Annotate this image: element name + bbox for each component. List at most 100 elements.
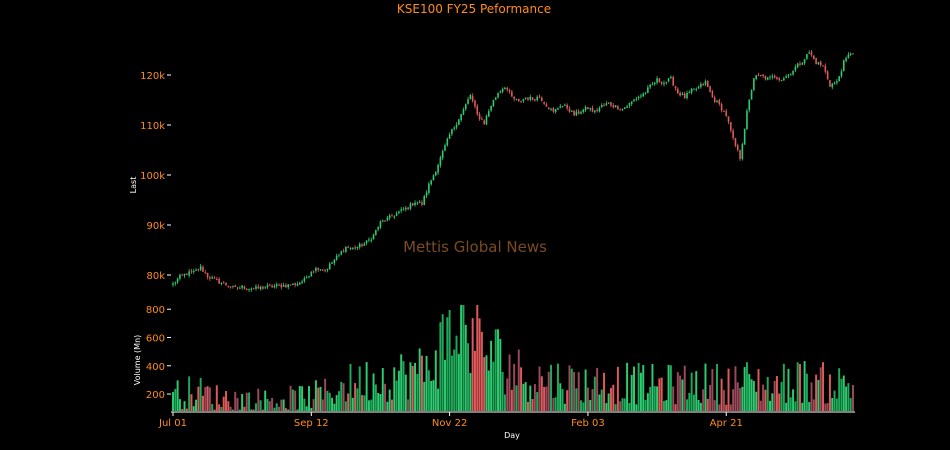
volume-bar xyxy=(720,378,723,411)
volume-bar xyxy=(333,403,336,411)
volume-bar xyxy=(543,386,546,411)
volume-bar xyxy=(642,365,645,411)
volume-bar xyxy=(540,376,543,411)
volume-bar xyxy=(324,378,327,411)
candle-body xyxy=(557,108,559,110)
candle-body xyxy=(746,110,748,130)
volume-bar xyxy=(453,349,456,411)
candle-body xyxy=(494,97,497,100)
volume-bar xyxy=(759,400,762,411)
volume-bar xyxy=(326,390,329,411)
candle-body xyxy=(582,109,585,112)
volume-bar xyxy=(418,348,421,411)
candle-body xyxy=(296,284,299,286)
volume-bar xyxy=(510,389,513,411)
candle-body xyxy=(672,76,675,86)
volume-bar xyxy=(404,374,407,411)
candle-body xyxy=(331,262,333,264)
x-tick-label: Sep 12 xyxy=(294,418,329,429)
volume-bar xyxy=(619,401,622,411)
volume-bar xyxy=(374,384,377,411)
volume-bar xyxy=(605,403,608,411)
candle-body xyxy=(826,71,829,80)
candle-body xyxy=(467,99,469,105)
volume-bar xyxy=(275,403,278,411)
volume-bar xyxy=(444,359,446,411)
volume-bar xyxy=(801,402,804,411)
volume-bar xyxy=(172,391,174,411)
candle-body xyxy=(536,96,539,101)
volume-bar xyxy=(407,399,410,411)
volume-bar xyxy=(554,397,557,411)
volume-bar xyxy=(637,362,640,411)
volume-bar xyxy=(785,402,788,411)
volume-bar xyxy=(291,389,294,411)
volume-bar xyxy=(766,376,769,411)
volume-bar xyxy=(748,374,751,411)
candle-body xyxy=(771,76,774,78)
volume-bar xyxy=(646,393,649,411)
volume-bar xyxy=(704,363,707,411)
candle-body xyxy=(255,286,257,289)
volume-bar xyxy=(796,362,799,411)
volume-bar xyxy=(423,381,426,411)
volume-bar xyxy=(503,394,506,411)
candle-body xyxy=(656,78,658,83)
candle-body xyxy=(388,215,391,219)
candle-body xyxy=(294,283,296,286)
candle-body xyxy=(190,271,193,273)
candle-body xyxy=(199,266,202,270)
candle-body xyxy=(748,99,751,111)
candle-body xyxy=(773,75,776,78)
candle-body xyxy=(806,54,808,59)
volume-bar xyxy=(340,381,343,411)
candle-body xyxy=(181,274,184,276)
candle-body xyxy=(333,259,336,264)
volume-bar xyxy=(494,329,497,411)
volume-bar xyxy=(238,409,241,411)
volume-bar xyxy=(835,398,838,411)
candle-body xyxy=(686,92,688,99)
candle-body xyxy=(630,101,633,104)
candle-body xyxy=(384,220,386,222)
volume-bar xyxy=(688,392,691,411)
candle-body xyxy=(610,102,612,106)
volume-bar xyxy=(718,404,721,411)
volume-bar xyxy=(388,389,391,411)
volume-bar xyxy=(379,394,382,411)
candle-body xyxy=(600,104,603,108)
volume-bar xyxy=(639,372,642,411)
volume-bar xyxy=(460,305,463,411)
volume-bar xyxy=(586,387,589,411)
volume-bar xyxy=(803,361,806,411)
volume-bar xyxy=(501,372,504,411)
candle-body xyxy=(356,246,359,249)
x-tick-label: Jul 01 xyxy=(158,418,187,429)
candle-body xyxy=(474,100,476,107)
volume-bar xyxy=(538,366,541,411)
volume-bar xyxy=(775,376,778,411)
volume-bar xyxy=(644,399,647,411)
candle-body xyxy=(559,106,562,108)
volume-bar xyxy=(810,382,813,411)
candle-body xyxy=(264,287,267,289)
candle-body xyxy=(700,84,702,88)
volume-bar xyxy=(347,393,350,411)
candle-body xyxy=(644,92,647,94)
candle-body xyxy=(713,97,716,102)
candle-body xyxy=(411,203,414,206)
candle-body xyxy=(836,81,838,83)
volume-bar xyxy=(563,403,566,411)
candle-body xyxy=(243,286,246,289)
candle-body xyxy=(626,106,628,108)
candle-body xyxy=(658,78,661,82)
candle-body xyxy=(273,286,276,288)
volume-bar xyxy=(446,317,449,411)
volume-bar xyxy=(215,385,218,411)
candle-body xyxy=(617,105,619,110)
candle-body xyxy=(497,93,499,98)
volume-bar xyxy=(522,383,525,411)
volume-bar xyxy=(467,343,470,411)
volume-bar xyxy=(808,402,811,411)
candle-body xyxy=(554,109,557,112)
